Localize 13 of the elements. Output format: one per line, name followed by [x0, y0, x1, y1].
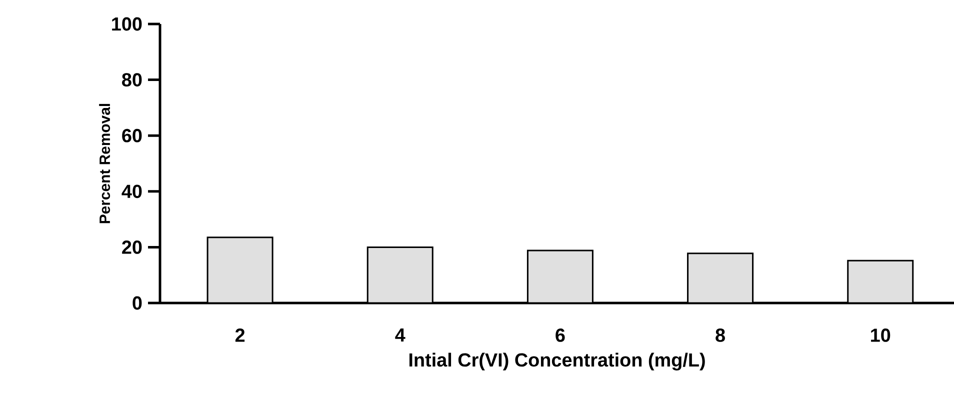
y-tick-label: 0 — [132, 296, 142, 310]
x-tick-label: 2 — [235, 328, 245, 342]
y-tick-label: 100 — [112, 17, 142, 31]
y-axis-title: Percent Removal — [99, 104, 110, 224]
y-tick-label: 20 — [122, 240, 142, 254]
x-tick-label: 8 — [716, 328, 725, 342]
y-tick-label: 40 — [122, 184, 142, 198]
y-tick-label: 80 — [122, 73, 142, 86]
x-tick-label: 6 — [556, 328, 565, 342]
x-axis-title: Intial Cr(VI) Concentration (mg/L) — [409, 352, 705, 370]
y-tick-label: 60 — [122, 128, 142, 142]
x-tick-label: 4 — [395, 328, 406, 342]
x-tick-label: 10 — [871, 328, 890, 342]
